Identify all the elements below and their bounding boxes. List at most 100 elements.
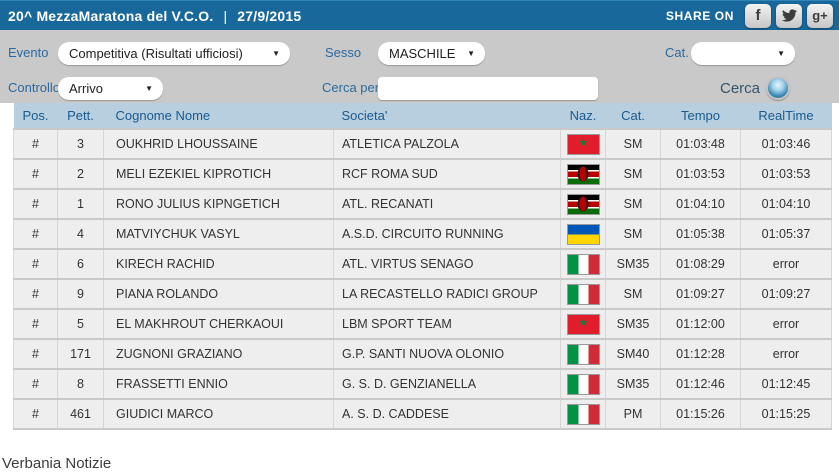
nome-cell: ZUGNONI GRAZIANO (103, 339, 334, 370)
realtime-cell: 01:15:25 (740, 399, 832, 430)
twitter-icon[interactable] (776, 3, 802, 28)
cat-cell: SM35 (605, 309, 661, 340)
cat-cell: PM (605, 399, 661, 430)
morocco-flag-icon (566, 313, 600, 335)
nome-cell: GIUDICI MARCO (103, 399, 334, 430)
pos-cell: # (13, 369, 58, 400)
kenya-flag-icon (566, 163, 600, 185)
nome-cell: PIANA ROLANDO (103, 279, 334, 310)
ukraine-flag-icon (566, 223, 600, 245)
societa-cell: LBM SPORT TEAM (333, 309, 561, 340)
pett-cell: 4 (57, 219, 104, 250)
column-header-societa: Societa' (333, 103, 561, 130)
table-row: #4 MATVIYCHUK VASYL A.S.D. CIRCUITO RUNNIN… (13, 219, 832, 250)
table-row: #9 PIANA ROLANDO LA RECASTELLO RADICI GROU… (13, 279, 832, 310)
naz-cell (560, 129, 606, 160)
societa-cell: ATL. RECANATI (333, 189, 561, 220)
pos-cell: # (13, 219, 58, 250)
naz-cell (560, 399, 606, 430)
table-row: #8 FRASSETTI ENNIO G. S. D. GENZIANELLA SM3… (13, 369, 832, 400)
tempo-cell: 01:09:27 (660, 279, 741, 310)
results-table: Pos. Pett. Cognome Nome Societa' Naz. Cat. Tem… (13, 103, 832, 430)
naz-cell (560, 369, 606, 400)
nome-cell: MATVIYCHUK VASYL (103, 219, 334, 250)
table-row: #171 ZUGNONI GRAZIANO G.P. SANTI NUOVA OLO… (13, 339, 832, 370)
naz-cell (560, 279, 606, 310)
cat-select[interactable]: ▼ (691, 42, 795, 65)
tempo-cell: 01:12:28 (660, 339, 741, 370)
nome-cell: RONO JULIUS KIPNGETICH (103, 189, 334, 220)
facebook-icon[interactable]: f (745, 3, 771, 28)
tempo-cell: 01:04:10 (660, 189, 741, 220)
pett-cell: 9 (57, 279, 104, 310)
tempo-cell: 01:12:00 (660, 309, 741, 340)
pos-cell: # (13, 159, 58, 190)
page-title-wrap: 20^ MezzaMaratona del V.C.O. | 27/9/2015 (8, 8, 301, 24)
page-title: 20^ MezzaMaratona del V.C.O. (8, 7, 214, 24)
column-header-realtime: RealTime (740, 103, 832, 130)
cat-label: Cat. (665, 45, 689, 60)
realtime-cell: error (740, 309, 832, 340)
table-row: #1 RONO JULIUS KIPNGETICH ATL. RECANATI SM 0… (13, 189, 832, 220)
pos-cell: # (13, 279, 58, 310)
realtime-cell: 01:05:37 (740, 219, 832, 250)
naz-cell (560, 339, 606, 370)
societa-cell: RCF ROMA SUD (333, 159, 561, 190)
realtime-cell: 01:04:10 (740, 189, 832, 220)
tempo-cell: 01:15:26 (660, 399, 741, 430)
evento-label: Evento (8, 45, 49, 60)
pos-cell: # (13, 189, 58, 220)
societa-cell: ATLETICA PALZOLA (333, 129, 561, 160)
evento-select-value: Competitiva (Risultati ufficiosi) (69, 46, 243, 61)
pett-cell: 461 (57, 399, 104, 430)
italy-flag-icon (566, 373, 600, 395)
italy-flag-icon (566, 283, 600, 305)
table-row: #2 MELI EZEKIEL KIPROTICH RCF ROMA SUD SM 01… (13, 159, 832, 190)
cat-cell: SM35 (605, 369, 661, 400)
nome-cell: OUKHRID LHOUSSAINE (103, 129, 334, 160)
italy-flag-icon (566, 253, 600, 275)
realtime-cell: error (740, 339, 832, 370)
realtime-cell: 01:03:53 (740, 159, 832, 190)
tempo-cell: 01:05:38 (660, 219, 741, 250)
kenya-flag-icon (566, 193, 600, 215)
chevron-down-icon: ▼ (272, 49, 280, 58)
sesso-select[interactable]: MASCHILE ▼ (378, 42, 485, 65)
sesso-label: Sesso (325, 45, 362, 60)
pett-cell: 2 (57, 159, 104, 190)
column-header-pett: Pett. (57, 103, 104, 130)
pos-cell: # (13, 399, 58, 430)
pett-cell: 8 (57, 369, 104, 400)
filter-panel: Evento Competitiva (Risultati ufficiosi)… (0, 30, 839, 103)
event-date: 27/9/2015 (237, 7, 302, 24)
tempo-cell: 01:03:48 (660, 129, 741, 160)
column-header-nome: Cognome Nome (103, 103, 334, 130)
cat-cell: SM40 (605, 339, 661, 370)
cat-cell: SM (605, 189, 661, 220)
evento-select[interactable]: Competitiva (Risultati ufficiosi) ▼ (58, 42, 290, 65)
pos-cell: # (13, 339, 58, 370)
share-on-label: SHARE ON (665, 8, 734, 23)
pett-cell: 1 (57, 189, 104, 220)
cat-cell: SM (605, 279, 661, 310)
societa-cell: A.S.D. CIRCUITO RUNNING (333, 219, 561, 250)
realtime-cell: 01:12:45 (740, 369, 832, 400)
nome-cell: MELI EZEKIEL KIPROTICH (103, 159, 334, 190)
societa-cell: A. S. D. CADDESE (333, 399, 561, 430)
controllo-select[interactable]: Arrivo ▼ (58, 77, 163, 100)
pett-cell: 5 (57, 309, 104, 340)
cerca-button[interactable]: Cerca (720, 76, 791, 100)
search-go-icon[interactable] (766, 76, 791, 100)
googleplus-icon[interactable]: g+ (807, 3, 833, 28)
share-bar: SHARE ON f g+ (665, 3, 833, 28)
realtime-cell: 01:03:46 (740, 129, 832, 160)
nome-cell: FRASSETTI ENNIO (103, 369, 334, 400)
societa-cell: ATL. VIRTUS SENAGO (333, 249, 561, 280)
table-row: #461 GIUDICI MARCO A. S. D. CADDESE PM 01:15… (13, 399, 832, 430)
chevron-down-icon: ▼ (145, 84, 153, 93)
controllo-select-value: Arrivo (69, 81, 103, 96)
societa-cell: LA RECASTELLO RADICI GROUP (333, 279, 561, 310)
search-input[interactable] (378, 77, 598, 100)
